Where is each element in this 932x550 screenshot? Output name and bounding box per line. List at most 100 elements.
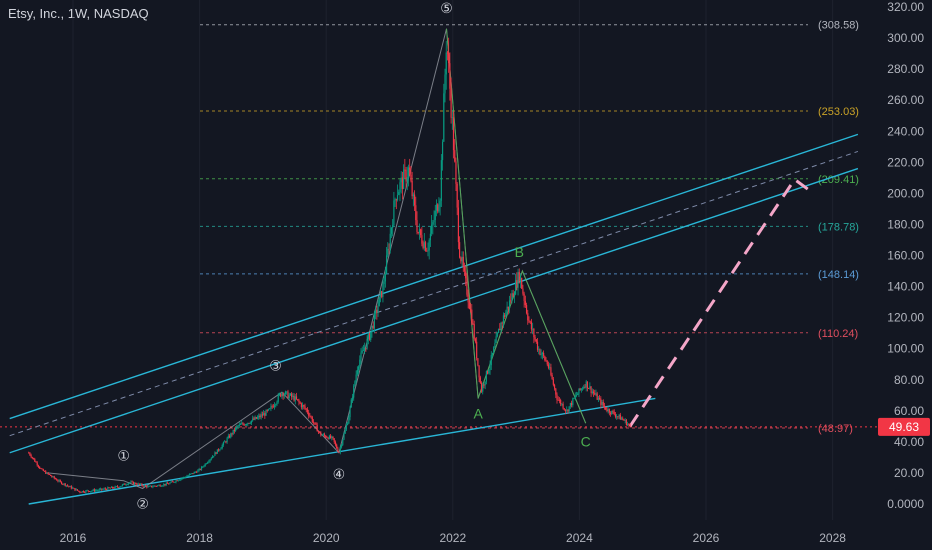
y-tick-label: 280.00	[887, 62, 924, 76]
candle-body	[364, 347, 366, 351]
candle-body	[487, 371, 489, 374]
candle-body	[326, 437, 328, 439]
candle-body	[53, 476, 55, 479]
candle-body	[32, 457, 35, 459]
candle-body	[490, 355, 492, 366]
candle-body	[563, 408, 565, 410]
x-tick-label: 2026	[693, 531, 720, 545]
candle-body	[311, 417, 313, 422]
candle-body	[580, 388, 582, 390]
candle-body	[624, 419, 626, 421]
candle-body	[56, 479, 58, 481]
candle-body	[441, 141, 444, 161]
candle-body	[295, 396, 298, 400]
candle-body	[350, 399, 352, 408]
candle-body	[144, 485, 147, 487]
candle-body	[203, 465, 205, 467]
candle-body	[315, 422, 317, 425]
candle-body	[367, 333, 369, 339]
candle-body	[252, 418, 254, 421]
candle-body	[543, 352, 545, 357]
candle-body	[381, 290, 383, 297]
candle-body	[343, 433, 345, 440]
candle-body	[328, 435, 330, 440]
candle-body	[595, 393, 597, 395]
candle-body	[549, 367, 551, 369]
candle-body	[625, 419, 627, 426]
candle-body	[417, 231, 419, 233]
candle-body	[601, 401, 603, 405]
candle-body	[365, 347, 367, 349]
fib-level-label: (253.03)	[818, 106, 859, 118]
wave-label: ③	[269, 357, 282, 373]
candle-body	[79, 491, 81, 493]
candle-body	[283, 394, 285, 397]
candle-body	[585, 381, 587, 388]
candle-body	[556, 394, 558, 400]
candle-body	[428, 240, 430, 251]
candle-body	[429, 233, 432, 241]
candle-body	[530, 321, 533, 330]
candle-body	[410, 174, 412, 181]
candle-body	[48, 474, 50, 475]
candle-body	[523, 293, 525, 301]
candle-body	[271, 406, 273, 408]
candle-body	[360, 352, 362, 360]
candle-body	[361, 350, 363, 353]
candle-body	[140, 483, 142, 485]
candle-body	[264, 413, 266, 416]
fib-level-label: (308.58)	[818, 20, 859, 32]
candle-body	[149, 485, 152, 487]
candle-body	[438, 206, 440, 212]
candle-body	[62, 483, 64, 485]
candle-body	[452, 117, 455, 151]
candle-body	[70, 486, 72, 489]
candle-body	[564, 409, 567, 411]
candle-body	[297, 399, 299, 400]
candle-body	[222, 442, 225, 445]
candle-body	[460, 257, 462, 262]
candle-body	[550, 367, 552, 375]
candle-body	[394, 199, 396, 201]
candle-body	[247, 422, 249, 425]
candle-body	[599, 398, 601, 399]
candle-body	[258, 415, 260, 418]
candle-body	[462, 256, 464, 268]
candle-body	[200, 466, 203, 470]
candle-body	[105, 488, 108, 490]
candle-body	[228, 435, 231, 438]
candle-body	[479, 377, 481, 384]
candle-body	[333, 438, 335, 442]
candle-body	[299, 402, 301, 404]
candle-body	[312, 421, 315, 423]
candle-body	[597, 398, 599, 400]
candle-body	[114, 486, 116, 489]
candle-body	[456, 183, 458, 208]
wave-label: B	[515, 244, 524, 260]
candle-body	[192, 473, 194, 474]
candle-body	[293, 395, 295, 401]
candle-body	[605, 407, 607, 410]
candle-body	[541, 352, 543, 355]
x-tick-label: 2016	[60, 531, 87, 545]
candle-body	[529, 321, 531, 323]
candle-body	[314, 422, 316, 424]
x-tick-label: 2020	[313, 531, 340, 545]
candle-body	[47, 472, 49, 475]
candle-body	[130, 481, 132, 483]
candle-body	[93, 489, 96, 492]
candle-body	[574, 395, 576, 398]
candle-body	[568, 406, 570, 412]
candle-body	[354, 381, 356, 386]
candle-body	[353, 385, 355, 398]
y-tick-label: 300.00	[887, 31, 924, 45]
candle-body	[263, 413, 265, 416]
candle-body	[467, 294, 469, 303]
candle-body	[233, 429, 236, 432]
candle-body	[384, 273, 386, 282]
candle-body	[600, 398, 602, 405]
candle-body	[518, 271, 520, 282]
candle-body	[533, 328, 535, 338]
candle-body	[508, 300, 511, 309]
